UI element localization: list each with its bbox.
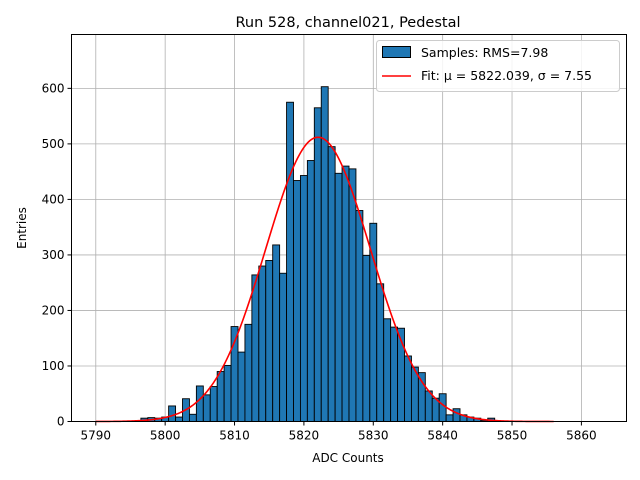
histogram-bar <box>223 364 232 422</box>
histogram-bar <box>175 416 183 422</box>
histogram-bar <box>195 385 204 422</box>
histogram-bar <box>341 165 350 422</box>
gaussian-fit-line <box>95 136 554 423</box>
histogram-bar <box>237 351 246 422</box>
x-tick-label: 5820 <box>289 429 320 443</box>
y-axis-label: Entries <box>15 207 29 249</box>
x-tick-label: 5790 <box>81 429 112 443</box>
x-tick-label: 5860 <box>566 429 597 443</box>
histogram-bar <box>209 386 218 422</box>
histogram-bar <box>168 405 177 422</box>
histogram-bar <box>293 180 301 422</box>
legend: Samples: RMS=7.98 Fit: μ = 5822.039, σ =… <box>376 40 620 92</box>
histogram-bar <box>279 272 288 422</box>
histogram-bar <box>320 86 329 422</box>
histogram-bar <box>313 107 322 422</box>
x-tick-label: 5830 <box>358 429 389 443</box>
x-tick-label: 5850 <box>497 429 528 443</box>
histogram-bar <box>188 413 197 422</box>
y-tick-label: 300 <box>42 248 65 262</box>
y-tick-label: 600 <box>42 81 65 95</box>
histogram-bar <box>202 394 211 422</box>
x-tick-label: 5800 <box>150 429 181 443</box>
histogram-bar <box>362 255 371 422</box>
histogram-bar <box>424 390 433 422</box>
histogram-bar <box>216 371 225 422</box>
histogram-bar <box>452 408 461 422</box>
y-tick-label: 200 <box>42 303 65 317</box>
histogram-bar <box>404 355 412 422</box>
histogram-bar <box>299 175 308 422</box>
histogram-bar <box>251 274 260 422</box>
legend-fit-label: Fit: μ = 5822.039, σ = 7.55 <box>421 68 592 83</box>
x-tick-label: 5840 <box>427 429 458 443</box>
histogram-bar <box>438 393 447 422</box>
y-tick-label: 400 <box>42 192 65 206</box>
histogram-bar <box>265 260 274 422</box>
histogram-bar <box>417 372 426 422</box>
histogram-bar <box>244 323 253 422</box>
y-tick-label: 100 <box>42 359 65 373</box>
chart-title: Run 528, channel021, Pedestal <box>235 15 460 31</box>
histogram-bar <box>445 414 454 422</box>
histogram-bar <box>272 244 281 422</box>
x-tick-label: 5810 <box>219 429 250 443</box>
legend-samples-label: Samples: RMS=7.98 <box>421 45 548 60</box>
y-axis-ticks: 0 100 200 300 400 500 600 <box>42 81 72 429</box>
histogram-bar <box>258 265 267 422</box>
plot-frame <box>71 34 627 422</box>
histogram-bar <box>334 172 343 422</box>
x-axis-label: ADC Counts <box>312 451 384 465</box>
histogram-bar <box>376 283 385 422</box>
histogram-bar <box>355 210 364 422</box>
x-axis-ticks: 5790 5800 5810 5820 5830 5840 5850 5860 <box>81 421 597 443</box>
histogram-bar <box>286 101 294 422</box>
histogram-bar <box>306 160 315 422</box>
histogram-bars <box>140 86 510 422</box>
y-tick-label: 0 <box>57 415 65 429</box>
histogram-bar <box>383 318 392 422</box>
histogram-bar <box>348 168 357 422</box>
histogram-bar <box>390 326 399 422</box>
y-tick-label: 500 <box>42 137 65 151</box>
legend-samples-swatch <box>382 46 411 58</box>
histogram-bar <box>327 146 336 422</box>
legend-box <box>376 40 620 92</box>
